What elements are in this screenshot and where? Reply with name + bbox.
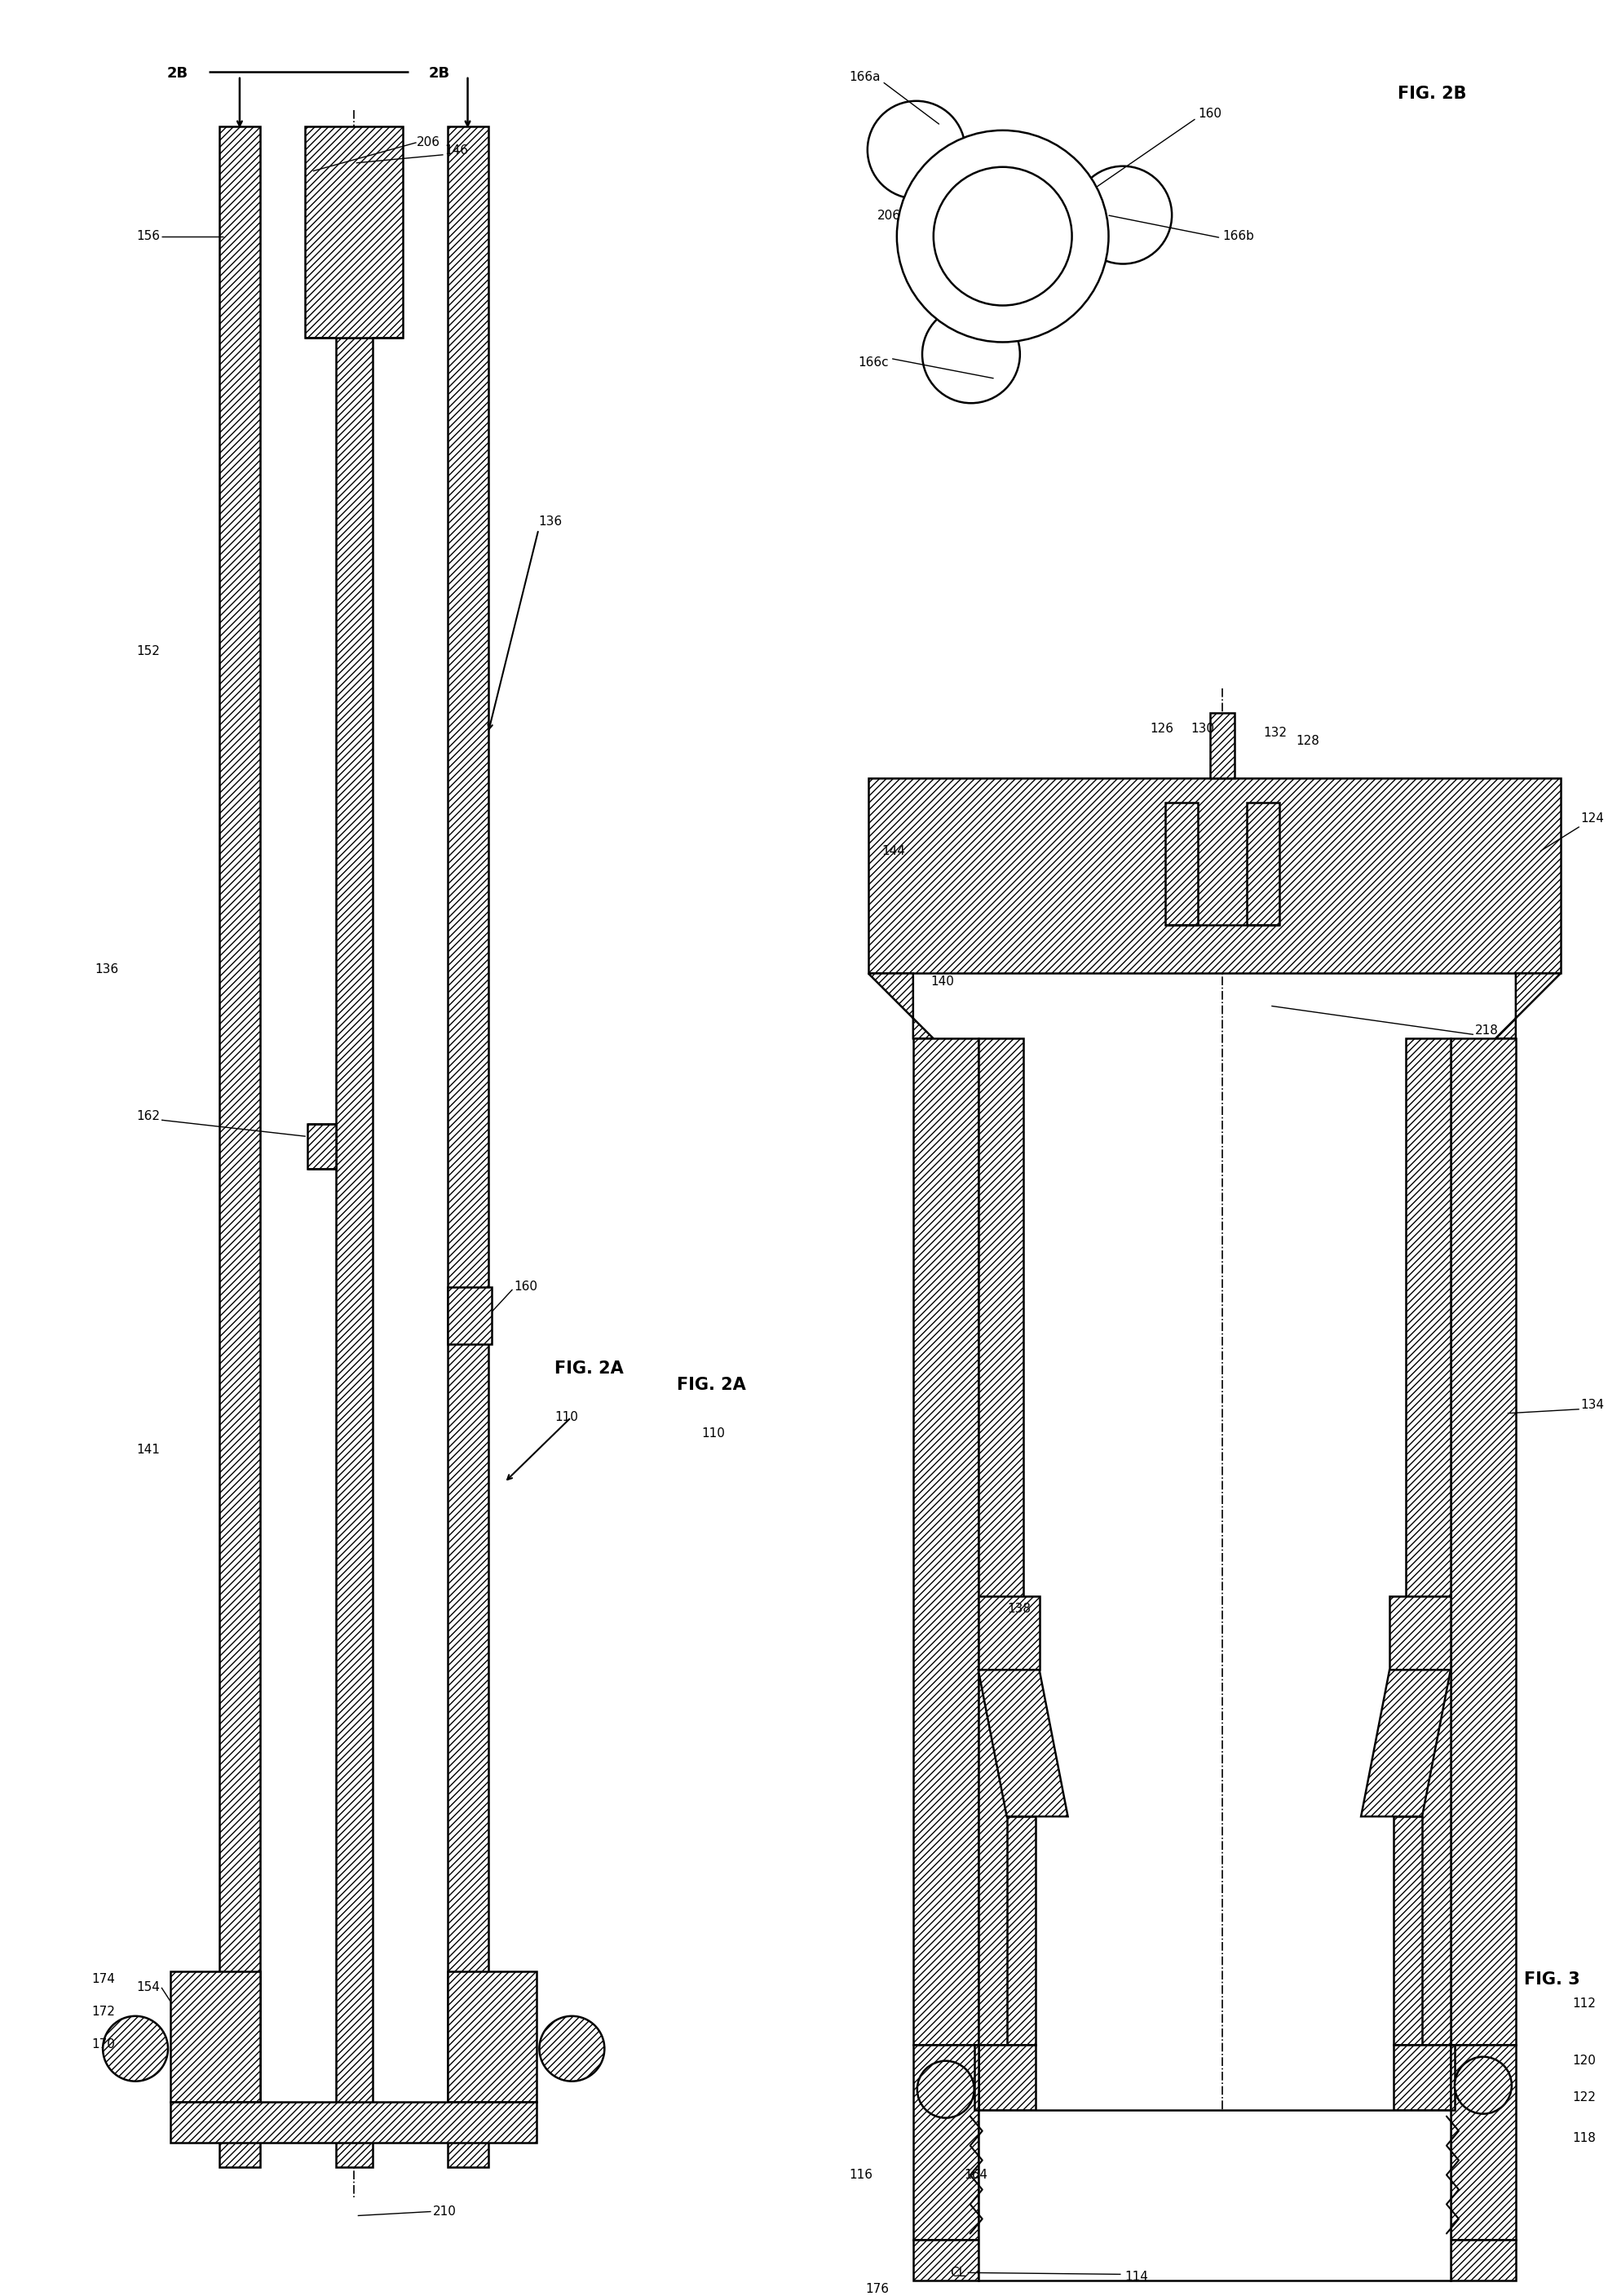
Bar [447, 1972, 537, 2101]
Text: CL: CL [950, 2266, 966, 2278]
Text: 146: 146 [445, 145, 468, 156]
Polygon shape [1360, 1669, 1450, 1816]
Text: 156: 156 [137, 230, 159, 243]
Bar [219, 126, 260, 2167]
Polygon shape [868, 974, 934, 1038]
Polygon shape [1495, 974, 1560, 1038]
Circle shape [1074, 165, 1172, 264]
Text: 160: 160 [515, 1281, 537, 1293]
Text: FIG. 2A: FIG. 2A [555, 1359, 624, 1378]
Text: 120: 120 [1573, 2055, 1597, 2066]
Text: 2B: 2B [429, 67, 450, 80]
Polygon shape [978, 1669, 1068, 1816]
Text: 122: 122 [1573, 2092, 1597, 2103]
Text: 138: 138 [1007, 1603, 1031, 1614]
Text: 206: 206 [416, 135, 441, 149]
Circle shape [103, 2016, 167, 2080]
Bar [868, 778, 1560, 974]
Text: 110: 110 [555, 1412, 579, 1424]
Text: 141: 141 [137, 1444, 159, 1456]
Circle shape [897, 131, 1108, 342]
Bar [336, 338, 373, 2167]
Text: 118: 118 [1573, 2133, 1597, 2144]
Text: 124: 124 [1581, 813, 1605, 824]
Text: 140: 140 [931, 976, 954, 987]
Bar [913, 1038, 978, 2043]
Bar [307, 1125, 336, 1169]
Text: 116: 116 [849, 2170, 873, 2181]
Text: 176: 176 [865, 2282, 889, 2296]
Bar [1248, 801, 1280, 925]
Bar [974, 2043, 978, 2110]
Text: 112: 112 [1573, 1998, 1597, 2009]
Text: 132: 132 [1264, 728, 1286, 739]
Text: 166c: 166c [859, 356, 889, 370]
Bar [978, 1596, 1039, 1669]
Text: 152: 152 [137, 645, 159, 657]
Text: 170: 170 [92, 2039, 116, 2050]
Text: 206: 206 [878, 209, 900, 223]
Text: 144: 144 [881, 845, 905, 856]
Bar [1007, 1816, 1036, 2043]
Bar [170, 2101, 537, 2142]
Bar [978, 2110, 1450, 2280]
Circle shape [867, 101, 965, 200]
Bar [1450, 2241, 1516, 2280]
Circle shape [923, 305, 1019, 404]
Text: FIG. 3: FIG. 3 [1524, 1972, 1579, 1988]
Bar [1211, 712, 1235, 778]
Bar [1450, 2043, 1516, 2241]
Bar [1450, 2043, 1455, 2110]
Text: 160: 160 [1198, 108, 1222, 119]
Text: FIG. 2B: FIG. 2B [1397, 85, 1466, 101]
Circle shape [934, 168, 1073, 305]
Circle shape [1455, 2057, 1512, 2115]
Bar [913, 2043, 978, 2241]
Bar [1166, 801, 1198, 925]
Circle shape [539, 2016, 605, 2080]
Text: 164: 164 [965, 2170, 987, 2181]
Bar [1450, 1038, 1516, 2043]
Text: 172: 172 [92, 2007, 116, 2018]
Text: 218: 218 [1475, 1024, 1499, 1035]
Text: 136: 136 [539, 514, 563, 528]
Text: 126: 126 [1150, 723, 1174, 735]
Bar [913, 2241, 978, 2280]
Bar [1394, 1816, 1421, 2043]
Circle shape [917, 2062, 974, 2117]
Text: 166a: 166a [849, 71, 881, 83]
Bar [447, 126, 489, 2167]
Text: 134: 134 [1581, 1398, 1605, 1412]
Bar [974, 2043, 1036, 2110]
Text: 114: 114 [1126, 2271, 1148, 2282]
Text: 166b: 166b [1222, 230, 1254, 243]
Text: 2B: 2B [167, 67, 188, 80]
Text: 162: 162 [137, 1109, 159, 1123]
Text: 110: 110 [701, 1428, 725, 1440]
Text: 174: 174 [92, 1972, 116, 1986]
Bar [447, 1288, 492, 1343]
Bar [1389, 1596, 1450, 1669]
Text: 210: 210 [433, 2206, 457, 2218]
Bar [978, 1038, 1023, 2043]
Bar [170, 1972, 260, 2101]
Text: 154: 154 [137, 1981, 159, 1993]
Bar [1394, 2043, 1455, 2110]
Text: FIG. 2A: FIG. 2A [677, 1378, 746, 1394]
Text: 130: 130 [1192, 723, 1214, 735]
Bar [306, 126, 402, 338]
Text: 128: 128 [1296, 735, 1320, 748]
Text: 136: 136 [95, 964, 119, 976]
Bar [1405, 1038, 1450, 2043]
